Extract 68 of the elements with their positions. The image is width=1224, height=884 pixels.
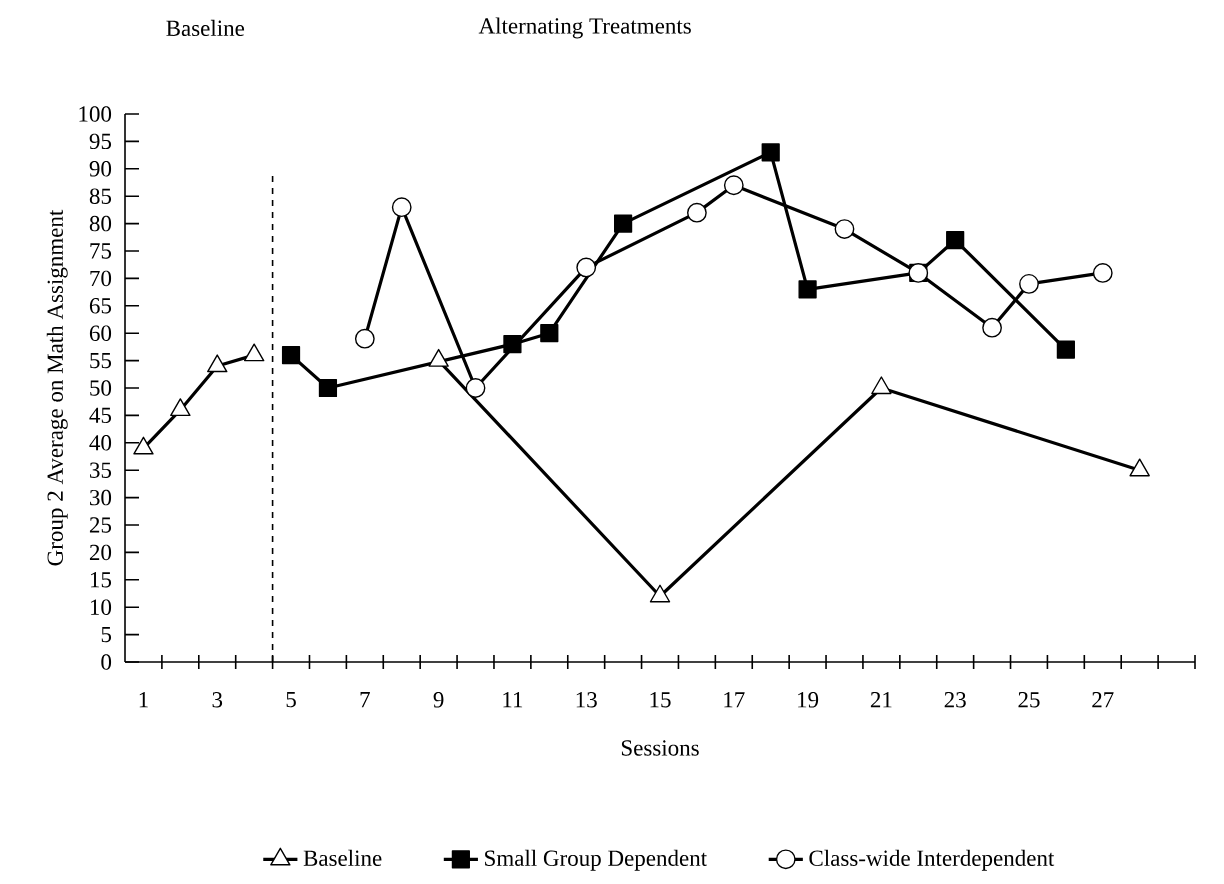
point bbox=[982, 317, 1002, 338]
point bbox=[207, 354, 228, 373]
point bbox=[1092, 263, 1113, 283]
x-tick-label: 3 bbox=[212, 692, 223, 708]
y-tick-label: 60 bbox=[89, 325, 112, 341]
x-tick-label: 13 bbox=[576, 692, 597, 708]
text: Alternating Treatments bbox=[478, 17, 691, 39]
y-tick-label: 20 bbox=[89, 544, 112, 561]
legend-label: Baseline bbox=[303, 849, 382, 866]
x-tick-label: 11 bbox=[503, 692, 523, 708]
x-tick-label: 21 bbox=[870, 692, 892, 708]
point bbox=[946, 230, 965, 250]
point bbox=[354, 328, 375, 349]
y-tick-label: 85 bbox=[89, 188, 112, 204]
y-tick-label: 45 bbox=[89, 407, 112, 424]
x-tick-label: 17 bbox=[724, 692, 745, 708]
y-tick-label: 15 bbox=[90, 572, 112, 588]
y-tick-label: 35 bbox=[90, 462, 112, 478]
point bbox=[723, 175, 744, 196]
point bbox=[687, 202, 707, 223]
y-tick-label: 80 bbox=[89, 215, 112, 232]
x-tick-label: 25 bbox=[1018, 692, 1040, 708]
y-tick-label: 75 bbox=[90, 243, 112, 259]
y-tick-label: 95 bbox=[89, 133, 112, 150]
x-tick-label: 19 bbox=[798, 692, 819, 708]
x-tick-label: 7 bbox=[360, 692, 370, 708]
point bbox=[133, 436, 154, 455]
point bbox=[503, 335, 522, 354]
point bbox=[1019, 273, 1039, 294]
y-tick-label: 0 bbox=[101, 654, 112, 670]
x-tick-label: 5 bbox=[286, 692, 296, 708]
y-tick-label: 100 bbox=[79, 106, 112, 122]
legend-label: Class-wide Interdependent bbox=[809, 849, 1055, 871]
point bbox=[614, 214, 633, 233]
x-tick-label: 1 bbox=[139, 692, 148, 708]
point bbox=[318, 378, 338, 398]
y-tick-label: 30 bbox=[90, 489, 112, 506]
y-tick-label: 70 bbox=[90, 270, 112, 287]
point bbox=[243, 343, 265, 362]
x-tick-label: 9 bbox=[433, 692, 444, 708]
point bbox=[465, 378, 486, 398]
legend-label: Small Group Dependent bbox=[485, 849, 707, 871]
point bbox=[1056, 340, 1075, 359]
text: Baseline bbox=[166, 19, 245, 37]
y-tick-label: 10 bbox=[90, 599, 112, 615]
y-tick-label: 90 bbox=[89, 161, 112, 177]
y-tick-label: 5 bbox=[101, 626, 112, 643]
point bbox=[871, 376, 892, 395]
point bbox=[1129, 458, 1150, 477]
y-tick-label: 65 bbox=[89, 298, 112, 314]
y-tick-label: 25 bbox=[89, 517, 112, 533]
point bbox=[170, 398, 191, 417]
point bbox=[649, 584, 671, 603]
point bbox=[798, 280, 817, 299]
x-axis-title: Sessions bbox=[621, 740, 699, 756]
x-tick-label: 15 bbox=[650, 692, 671, 708]
x-tick-label: 27 bbox=[1092, 692, 1114, 708]
y-tick-label: 40 bbox=[89, 435, 112, 451]
point bbox=[540, 324, 559, 343]
y-tick-label: 50 bbox=[90, 380, 112, 396]
point bbox=[281, 346, 301, 365]
y-tick-label: 55 bbox=[90, 352, 112, 369]
point bbox=[834, 219, 855, 239]
x-tick-label: 23 bbox=[944, 692, 966, 708]
point bbox=[391, 197, 412, 218]
y-axis-title: Group 2 Average on Math Assignment bbox=[46, 209, 68, 566]
point bbox=[576, 257, 597, 278]
point bbox=[761, 143, 780, 162]
